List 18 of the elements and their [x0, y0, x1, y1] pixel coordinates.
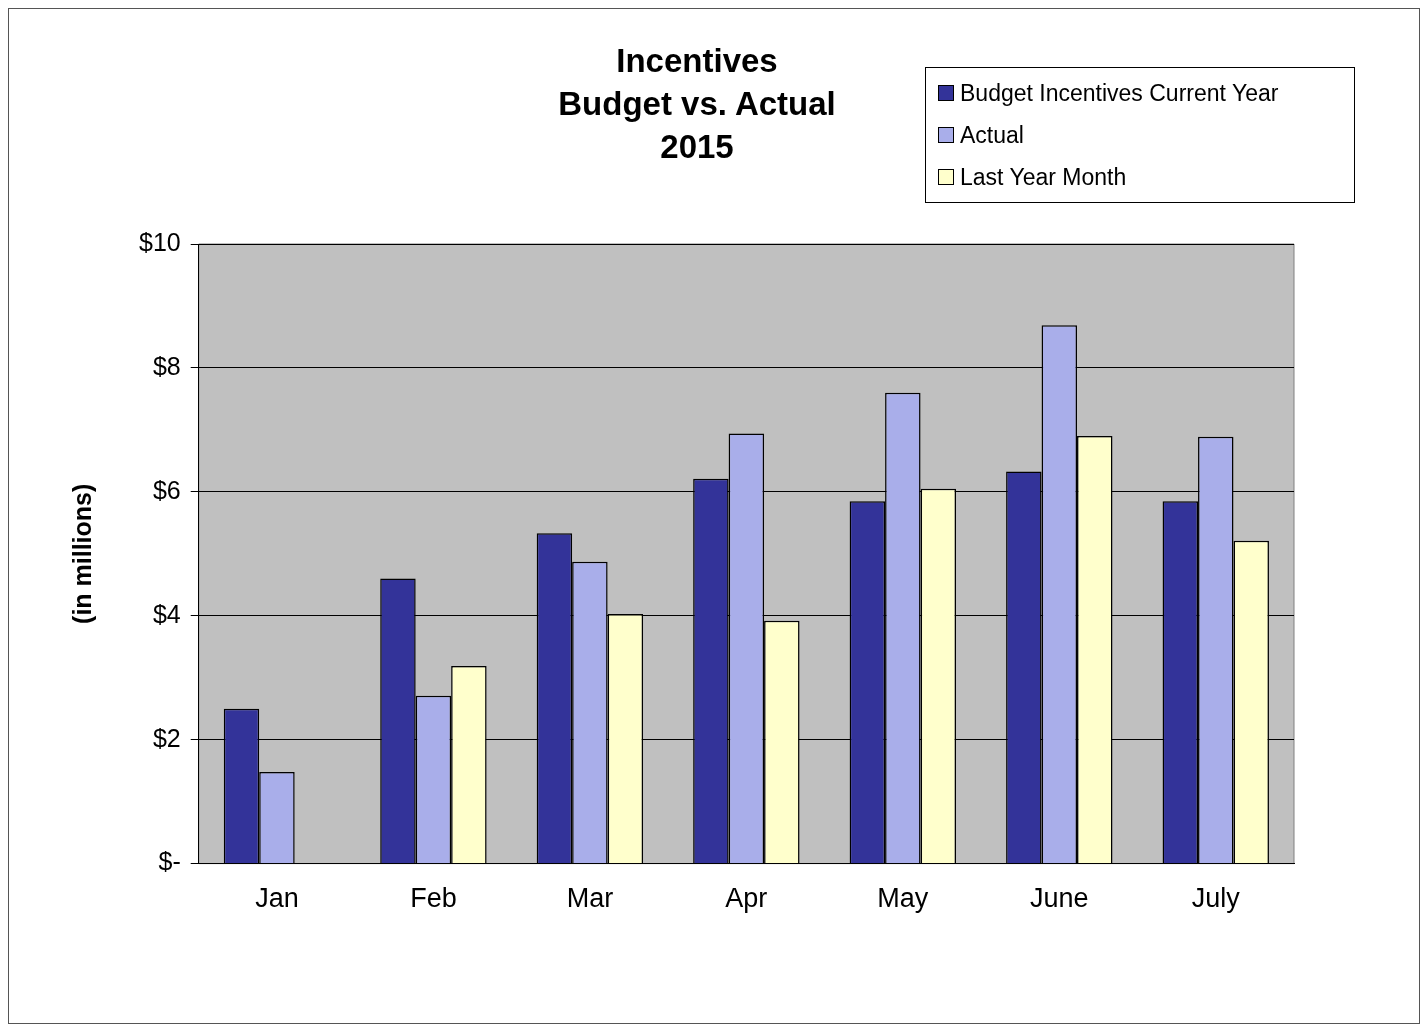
legend-label: Actual [960, 121, 1024, 149]
y-tick-label: $6 [152, 475, 181, 504]
x-tick-label: June [1030, 883, 1089, 914]
legend-label: Budget Incentives Current Year [960, 79, 1279, 107]
y-tick-label: $2 [152, 723, 181, 752]
x-tick-label: July [1191, 883, 1241, 914]
x-tick-label: May [877, 883, 929, 914]
legend-label: Last Year Month [960, 163, 1127, 191]
x-tick-label: Jan [255, 883, 299, 914]
x-tick-label: Apr [725, 883, 768, 914]
y-tick-label: $8 [152, 351, 181, 380]
y-tick-label: $- [158, 847, 181, 876]
y-tick-label: $10 [138, 227, 181, 256]
y-axis-title: (in millions) [67, 483, 96, 624]
x-tick-label: Feb [410, 883, 457, 914]
y-tick-label: $4 [152, 599, 181, 628]
chart-title: Incentives Budget vs. Actual 2015 [557, 41, 837, 167]
x-tick-label: Mar [566, 883, 614, 914]
